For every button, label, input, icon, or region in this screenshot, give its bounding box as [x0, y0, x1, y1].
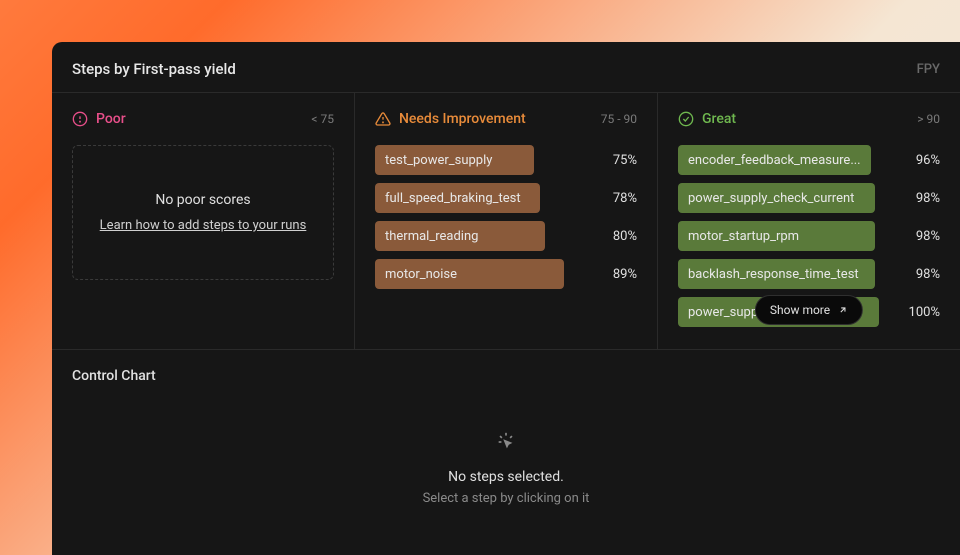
columns: Poor < 75 No poor scores Learn how to ad…	[52, 93, 960, 350]
step-pct: 96%	[900, 153, 940, 168]
chart-empty-state: No steps selected. Select a step by clic…	[52, 392, 960, 555]
control-chart-section: Control Chart No steps selected. Select …	[52, 350, 960, 555]
step-row[interactable]: power_supply_check_current 98%	[678, 183, 940, 213]
bar-wrap: backlash_response_time_test	[678, 259, 890, 289]
show-more-label: Show more	[770, 303, 830, 317]
step-bar[interactable]: power_supply_check_current	[678, 183, 875, 213]
step-bar[interactable]: backlash_response_time_test	[678, 259, 875, 289]
step-pct: 75%	[597, 153, 637, 168]
poor-label-text: Poor	[96, 111, 126, 127]
fpy-panel: Steps by First-pass yield FPY Poor < 75 …	[52, 42, 960, 555]
chart-empty-sub: Select a step by clicking on it	[423, 491, 590, 506]
step-pct: 80%	[597, 229, 637, 244]
poor-empty-title: No poor scores	[85, 192, 321, 208]
panel-title: Steps by First-pass yield	[72, 60, 236, 78]
poor-empty-box: No poor scores Learn how to add steps to…	[72, 145, 334, 280]
warning-triangle-icon	[375, 111, 391, 127]
control-chart-title: Control Chart	[52, 350, 960, 392]
step-row[interactable]: motor_startup_rpm 98%	[678, 221, 940, 251]
check-circle-icon	[678, 111, 694, 127]
column-label-needs: Needs Improvement	[375, 111, 526, 127]
step-bar[interactable]: motor_noise	[375, 259, 564, 289]
needs-range: 75 - 90	[601, 112, 637, 126]
great-range: > 90	[917, 112, 940, 126]
bar-wrap: motor_noise	[375, 259, 587, 289]
step-bar[interactable]: full_speed_braking_test	[375, 183, 540, 213]
step-pct: 100%	[900, 305, 940, 320]
step-row[interactable]: backlash_response_time_test 98%	[678, 259, 940, 289]
alert-circle-icon	[72, 111, 88, 127]
column-label-poor: Poor	[72, 111, 126, 127]
panel-header: Steps by First-pass yield FPY	[52, 42, 960, 93]
step-pct: 98%	[900, 267, 940, 282]
bar-wrap: power_supply_check_current	[678, 183, 890, 213]
column-poor: Poor < 75 No poor scores Learn how to ad…	[52, 93, 355, 349]
poor-range: < 75	[311, 112, 334, 126]
chart-empty-title: No steps selected.	[448, 469, 564, 485]
panel-abbr: FPY	[917, 62, 940, 77]
step-row[interactable]: thermal_reading 80%	[375, 221, 637, 251]
step-pct: 98%	[900, 191, 940, 206]
bar-wrap: test_power_supply	[375, 145, 587, 175]
step-row[interactable]: motor_noise 89%	[375, 259, 637, 289]
bar-wrap: motor_startup_rpm	[678, 221, 890, 251]
step-pct: 89%	[597, 267, 637, 282]
column-needs: Needs Improvement 75 - 90 test_power_sup…	[355, 93, 658, 349]
column-header-great: Great > 90	[678, 111, 940, 127]
great-label-text: Great	[702, 111, 736, 127]
arrow-up-right-icon	[838, 305, 848, 315]
step-bar[interactable]: motor_startup_rpm	[678, 221, 875, 251]
great-rows: encoder_feedback_measure... 96% power_supp…	[678, 145, 940, 327]
step-pct: 98%	[900, 229, 940, 244]
column-label-great: Great	[678, 111, 736, 127]
column-header-poor: Poor < 75	[72, 111, 334, 127]
column-header-needs: Needs Improvement 75 - 90	[375, 111, 637, 127]
step-bar[interactable]: encoder_feedback_measure...	[678, 145, 871, 175]
bar-wrap: full_speed_braking_test	[375, 183, 587, 213]
bar-wrap: encoder_feedback_measure...	[678, 145, 890, 175]
step-row[interactable]: test_power_supply 75%	[375, 145, 637, 175]
step-pct: 78%	[597, 191, 637, 206]
step-row[interactable]: encoder_feedback_measure... 96%	[678, 145, 940, 175]
cursor-click-icon	[495, 431, 517, 453]
step-bar[interactable]: thermal_reading	[375, 221, 545, 251]
bar-wrap: thermal_reading	[375, 221, 587, 251]
needs-label-text: Needs Improvement	[399, 111, 526, 127]
needs-rows: test_power_supply 75% full_speed_braking_t…	[375, 145, 637, 289]
column-great: Great > 90 encoder_feedback_measure... 96…	[658, 93, 960, 349]
step-row[interactable]: full_speed_braking_test 78%	[375, 183, 637, 213]
show-more-button[interactable]: Show more	[755, 295, 863, 325]
learn-link[interactable]: Learn how to add steps to your runs	[100, 218, 307, 233]
step-bar[interactable]: test_power_supply	[375, 145, 534, 175]
